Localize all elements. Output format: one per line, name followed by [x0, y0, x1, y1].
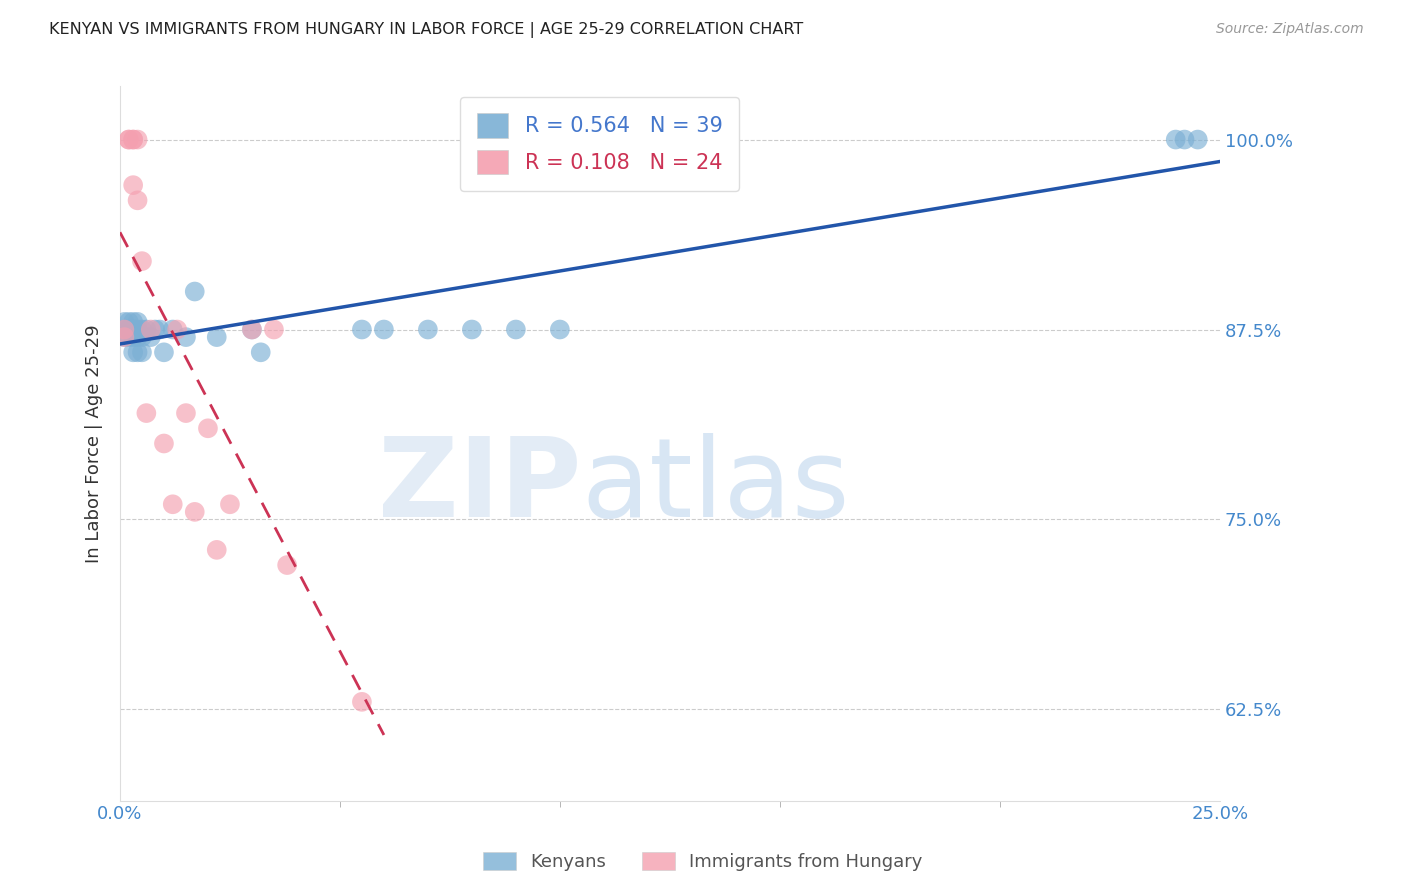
Point: [162, 322, 184, 336]
Point: [162, 497, 184, 511]
Point: [148, 322, 170, 336]
Point: [219, 497, 242, 511]
Legend: Kenyans, Immigrants from Hungary: Kenyans, Immigrants from Hungary: [477, 845, 929, 879]
Point: [1173, 132, 1195, 146]
Text: Source: ZipAtlas.com: Source: ZipAtlas.com: [1216, 22, 1364, 37]
Point: [184, 285, 207, 299]
Point: [174, 330, 197, 344]
Point: [112, 322, 135, 336]
Point: [122, 178, 145, 193]
Point: [153, 436, 176, 450]
Point: [205, 330, 228, 344]
Point: [127, 132, 149, 146]
Point: [548, 322, 571, 336]
Legend: R = 0.564   N = 39, R = 0.108   N = 24: R = 0.564 N = 39, R = 0.108 N = 24: [460, 96, 740, 191]
Point: [127, 345, 149, 359]
Point: [505, 322, 527, 336]
Point: [122, 322, 145, 336]
Point: [135, 322, 157, 336]
Point: [118, 322, 141, 336]
Point: [118, 132, 141, 146]
Point: [166, 322, 188, 336]
Point: [122, 322, 145, 336]
Point: [118, 315, 141, 329]
Point: [350, 322, 373, 336]
Point: [139, 322, 162, 336]
Point: [118, 322, 141, 336]
Point: [127, 322, 149, 336]
Point: [127, 330, 149, 344]
Point: [112, 330, 135, 344]
Point: [112, 315, 135, 329]
Point: [174, 406, 197, 420]
Text: KENYAN VS IMMIGRANTS FROM HUNGARY IN LABOR FORCE | AGE 25-29 CORRELATION CHART: KENYAN VS IMMIGRANTS FROM HUNGARY IN LAB…: [49, 22, 803, 38]
Point: [276, 558, 298, 572]
Point: [350, 695, 373, 709]
Point: [135, 406, 157, 420]
Point: [139, 330, 162, 344]
Point: [122, 345, 145, 359]
Y-axis label: In Labor Force | Age 25-29: In Labor Force | Age 25-29: [86, 324, 103, 563]
Point: [197, 421, 219, 435]
Point: [122, 132, 145, 146]
Text: atlas: atlas: [582, 433, 851, 540]
Point: [131, 330, 153, 344]
Point: [249, 345, 271, 359]
Point: [205, 542, 228, 557]
Point: [153, 345, 176, 359]
Point: [373, 322, 395, 336]
Point: [263, 322, 285, 336]
Point: [127, 315, 149, 329]
Point: [1187, 132, 1209, 146]
Point: [118, 330, 141, 344]
Point: [1164, 132, 1187, 146]
Point: [122, 315, 145, 329]
Point: [240, 322, 263, 336]
Point: [131, 345, 153, 359]
Point: [240, 322, 263, 336]
Point: [131, 322, 153, 336]
Point: [461, 322, 484, 336]
Point: [143, 322, 166, 336]
Point: [118, 132, 141, 146]
Point: [112, 330, 135, 344]
Point: [416, 322, 439, 336]
Point: [112, 322, 135, 336]
Point: [127, 194, 149, 208]
Text: ZIP: ZIP: [378, 433, 582, 540]
Point: [122, 330, 145, 344]
Point: [184, 505, 207, 519]
Point: [122, 132, 145, 146]
Point: [131, 254, 153, 268]
